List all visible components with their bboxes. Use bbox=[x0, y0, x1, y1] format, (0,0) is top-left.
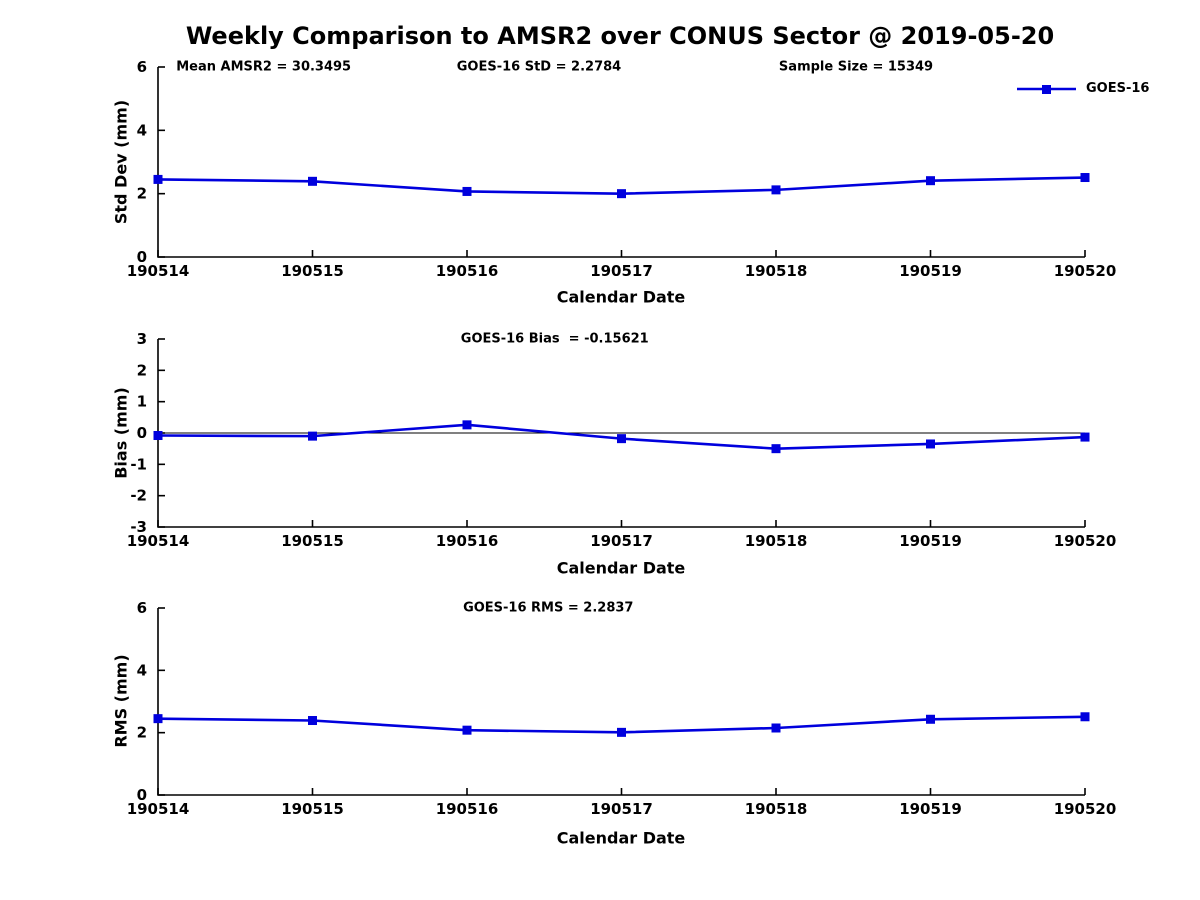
data-point-marker bbox=[617, 727, 626, 737]
figure-title: Weekly Comparison to AMSR2 over CONUS Se… bbox=[185, 22, 1055, 50]
x-tick-label: 190517 bbox=[590, 800, 653, 818]
x-tick-label: 190514 bbox=[127, 532, 190, 550]
data-point-marker bbox=[771, 185, 781, 195]
data-point-marker bbox=[1080, 432, 1090, 442]
x-tick-label: 190515 bbox=[281, 262, 344, 280]
y-tick-label: 4 bbox=[137, 121, 147, 139]
annotation-goes16-std: GOES-16 StD = 2.2784 bbox=[456, 59, 622, 75]
x-tick-label: 190519 bbox=[899, 800, 962, 818]
y-tick-label: 2 bbox=[137, 724, 147, 742]
x-tick-label: 190514 bbox=[127, 262, 190, 280]
data-point-marker bbox=[771, 723, 781, 733]
x-tick-label: 190518 bbox=[745, 532, 808, 550]
x-tick-label: 190520 bbox=[1054, 262, 1117, 280]
y-tick-label: 6 bbox=[137, 599, 147, 617]
data-point-marker bbox=[153, 431, 163, 441]
chart-std-dev: 0 2 4 6 190514 190515 190516 190517 190518 190519… bbox=[127, 58, 1117, 280]
data-point-marker bbox=[926, 714, 935, 724]
y-tick-label: 6 bbox=[137, 58, 147, 76]
annotation-mean-amsr2: Mean AMSR2 = 30.3495 bbox=[176, 59, 352, 75]
x-tick-label: 190514 bbox=[127, 800, 190, 818]
x-tick-label: 190519 bbox=[899, 532, 962, 550]
chart-rms: 0 2 4 6 190514 190515 190516 190517 190518 190519… bbox=[127, 599, 1117, 818]
data-point-marker bbox=[617, 434, 626, 444]
legend-line-marker-icon bbox=[1017, 85, 1076, 94]
x-tick-label: 190517 bbox=[590, 532, 653, 550]
y-tick-label: 0 bbox=[137, 786, 147, 804]
x-tick-label: 190520 bbox=[1054, 532, 1117, 550]
ylabel-bias: Bias (mm) bbox=[111, 387, 131, 479]
data-point-marker bbox=[1080, 712, 1090, 722]
y-tick-label: 3 bbox=[137, 330, 147, 348]
annotation-goes16-bias: GOES-16 Bias = -0.15621 bbox=[460, 331, 649, 347]
ylabel-std-dev: Std Dev (mm) bbox=[111, 99, 131, 225]
xlabel-calendar-date-bottom: Calendar Date bbox=[556, 828, 686, 848]
data-point-marker bbox=[617, 189, 626, 199]
data-point-marker bbox=[771, 444, 781, 454]
y-tick-label: -1 bbox=[130, 455, 147, 473]
data-point-marker bbox=[926, 176, 935, 186]
y-tick-label: 4 bbox=[137, 661, 147, 679]
y-tick-label: 0 bbox=[137, 248, 147, 266]
annotation-sample-size: Sample Size = 15349 bbox=[778, 59, 934, 75]
x-tick-label: 190520 bbox=[1054, 800, 1117, 818]
ylabel-rms: RMS (mm) bbox=[111, 654, 131, 748]
x-tick-label: 190516 bbox=[436, 532, 499, 550]
x-tick-label: 190519 bbox=[899, 262, 962, 280]
xlabel-calendar-date-top: Calendar Date bbox=[556, 287, 686, 307]
data-point-marker bbox=[308, 176, 317, 186]
data-point-marker bbox=[926, 439, 935, 449]
xlabel-calendar-date-middle: Calendar Date bbox=[556, 558, 686, 578]
y-tick-label: 2 bbox=[137, 185, 147, 203]
y-tick-label: 2 bbox=[137, 361, 147, 379]
x-tick-label: 190518 bbox=[745, 800, 808, 818]
data-point-marker bbox=[308, 431, 317, 441]
legend: GOES-16 bbox=[1016, 81, 1149, 97]
data-point-marker bbox=[462, 186, 472, 196]
axis-spines bbox=[157, 67, 1085, 258]
axis-spines bbox=[157, 608, 1085, 796]
legend-label: GOES-16 bbox=[1086, 81, 1150, 96]
annotation-goes16-rms: GOES-16 RMS = 2.2837 bbox=[463, 600, 634, 616]
y-tick-label: 0 bbox=[137, 424, 147, 442]
y-tick-label: 1 bbox=[137, 393, 147, 411]
x-tick-label: 190518 bbox=[745, 262, 808, 280]
data-point-marker bbox=[153, 174, 163, 184]
x-tick-label: 190516 bbox=[436, 800, 499, 818]
x-tick-label: 190516 bbox=[436, 262, 499, 280]
data-point-marker bbox=[462, 420, 472, 430]
y-tick-label: -2 bbox=[130, 487, 147, 505]
y-tick-label: -3 bbox=[130, 518, 147, 536]
data-point-marker bbox=[153, 714, 163, 724]
x-tick-label: 190517 bbox=[590, 262, 653, 280]
data-point-marker bbox=[462, 725, 472, 735]
x-tick-label: 190515 bbox=[281, 800, 344, 818]
data-point-marker bbox=[308, 716, 317, 726]
x-tick-label: 190515 bbox=[281, 532, 344, 550]
data-point-marker bbox=[1080, 173, 1090, 183]
